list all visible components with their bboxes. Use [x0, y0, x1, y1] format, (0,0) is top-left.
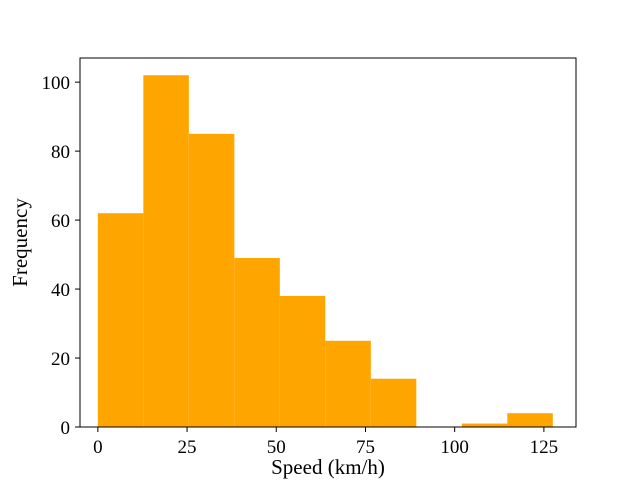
histogram-bar [370, 378, 417, 427]
y-tick-label: 60 [51, 211, 70, 232]
x-tick-label: 75 [356, 437, 375, 458]
x-tick-label: 25 [178, 437, 197, 458]
histogram-bar [188, 133, 235, 428]
y-tick-label: 0 [61, 418, 71, 439]
y-axis-title: Frequency [8, 198, 32, 287]
x-tick-label: 100 [440, 437, 469, 458]
y-tick-label: 100 [42, 73, 71, 94]
x-tick-label: 125 [530, 437, 559, 458]
histogram-bar [97, 213, 144, 427]
histogram-bar [143, 75, 189, 428]
x-tick-label: 50 [267, 437, 286, 458]
histogram-bar [325, 340, 371, 427]
x-axis: 0 25 50 75 100 125 [93, 427, 558, 458]
histogram-bar [461, 423, 508, 427]
y-tick-label: 40 [51, 280, 70, 301]
bars-group [97, 75, 553, 428]
y-tick-label: 80 [51, 142, 70, 163]
histogram-bar [507, 413, 553, 427]
x-tick-label: 0 [93, 437, 103, 458]
y-axis: 0 20 40 60 80 100 [42, 73, 80, 439]
histogram-bar [234, 258, 280, 427]
histogram-bar [279, 295, 326, 427]
plot-frame [79, 57, 577, 428]
y-tick-label: 20 [51, 349, 70, 370]
x-axis-title: Speed (km/h) [271, 455, 385, 479]
